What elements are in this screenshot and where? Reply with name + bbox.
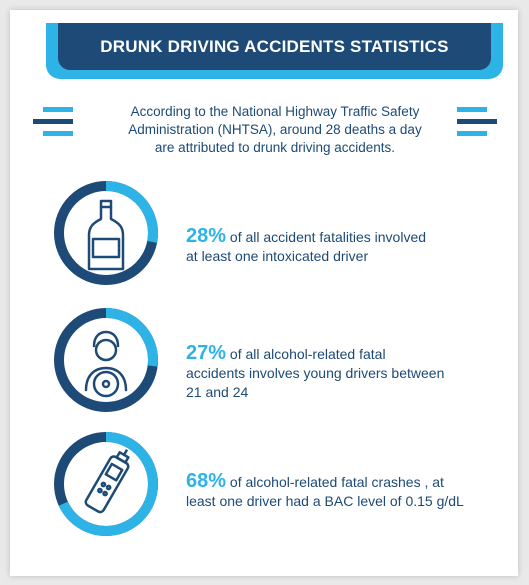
ring-fill	[54, 432, 158, 536]
breathalyzer-icon	[84, 449, 130, 514]
progress-ring	[54, 432, 158, 536]
stat-line: 21 and 24	[186, 384, 249, 400]
intro-line: According to the National Highway Traffi…	[130, 104, 420, 119]
stat-text: 28% of all accident fatalities involved …	[186, 225, 516, 266]
stat-percent: 28%	[186, 225, 227, 247]
stat-percent: 27%	[186, 342, 227, 364]
progress-ring	[54, 181, 158, 285]
stat-item: 27% of all alcohol-related fatal acciden…	[52, 306, 522, 416]
intro-line: Administration (NHTSA), around 28 deaths…	[128, 122, 422, 137]
stat-line: of alcohol-related fatal crashes , at	[226, 474, 444, 490]
stat-item: 68% of alcohol-related fatal crashes , a…	[52, 430, 522, 540]
ring-fill	[54, 181, 158, 285]
intro-line: are attributed to drunk driving accident…	[154, 140, 396, 155]
stat-line: of all accident fatalities involved	[226, 229, 427, 245]
intro-text: According to the National Highway Traffi…	[78, 103, 472, 157]
progress-ring	[54, 308, 158, 412]
driver-icon	[84, 330, 128, 398]
bottle-icon	[87, 199, 125, 271]
stat-percent: 68%	[186, 470, 227, 492]
infographic-card: DRUNK DRIVING ACCIDENTS STATISTICS Accor…	[10, 10, 518, 576]
title-banner: DRUNK DRIVING ACCIDENTS STATISTICS	[58, 23, 491, 70]
stat-line: accidents involves young drivers between	[186, 365, 445, 381]
stat-text: 27% of all alcohol-related fatal acciden…	[186, 342, 516, 402]
stat-line: least one driver had a BAC level of 0.15…	[186, 493, 464, 509]
stat-line: of all alcohol-related fatal	[226, 346, 386, 362]
stat-text: 68% of alcohol-related fatal crashes , a…	[186, 470, 516, 511]
page-title: DRUNK DRIVING ACCIDENTS STATISTICS	[100, 36, 449, 56]
stat-item: 28% of all accident fatalities involved …	[52, 179, 522, 289]
stat-line: at least one intoxicated driver	[186, 248, 369, 264]
ring-fill	[54, 308, 158, 412]
